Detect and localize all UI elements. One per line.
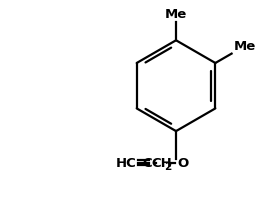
Text: Me: Me [165, 7, 187, 20]
Text: O: O [177, 156, 188, 169]
Text: Me: Me [234, 40, 256, 53]
Text: C: C [142, 156, 152, 169]
Text: CH: CH [151, 156, 172, 169]
Text: HC: HC [116, 156, 136, 169]
Text: 2: 2 [164, 161, 171, 171]
